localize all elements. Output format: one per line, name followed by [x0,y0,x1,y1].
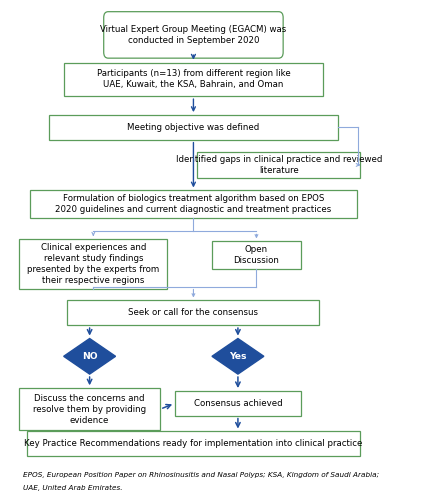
Text: NO: NO [82,352,97,361]
Text: Consensus achieved: Consensus achieved [194,399,282,408]
Text: Clinical experiences and
relevant study findings
presented by the experts from
t: Clinical experiences and relevant study … [27,242,159,285]
Text: Participants (n=13) from different region like
UAE, Kuwait, the KSA, Bahrain, an: Participants (n=13) from different regio… [96,70,290,89]
Text: Formulation of biologics treatment algorithm based on EPOS
2020 guidelines and c: Formulation of biologics treatment algor… [55,194,332,214]
Text: Discuss the concerns and
resolve them by providing
evidence: Discuss the concerns and resolve them by… [33,394,146,425]
FancyBboxPatch shape [19,388,160,430]
FancyBboxPatch shape [104,12,283,58]
Text: UAE, United Arab Emirates.: UAE, United Arab Emirates. [23,486,122,492]
FancyBboxPatch shape [27,432,360,456]
Text: Yes: Yes [229,352,247,361]
FancyBboxPatch shape [30,190,357,218]
Polygon shape [64,338,115,374]
Text: Seek or call for the consensus: Seek or call for the consensus [129,308,258,318]
FancyBboxPatch shape [67,300,319,325]
Text: Key Practice Recommendations ready for implementation into clinical practice: Key Practice Recommendations ready for i… [24,440,363,448]
FancyBboxPatch shape [175,391,301,415]
FancyBboxPatch shape [197,152,360,178]
FancyBboxPatch shape [64,62,323,96]
Polygon shape [212,338,264,374]
FancyBboxPatch shape [19,239,168,288]
Text: Identified gaps in clinical practice and reviewed
literature: Identified gaps in clinical practice and… [176,155,382,175]
Text: Virtual Expert Group Meeting (EGACM) was
conducted in September 2020: Virtual Expert Group Meeting (EGACM) was… [100,25,286,45]
Text: EPOS, European Position Paper on Rhinosinusitis and Nasal Polyps; KSA, Kingdom o: EPOS, European Position Paper on Rhinosi… [23,472,379,478]
Text: Meeting objective was defined: Meeting objective was defined [127,123,260,132]
FancyBboxPatch shape [212,242,301,268]
Text: Open
Discussion: Open Discussion [233,245,280,265]
FancyBboxPatch shape [49,115,338,140]
